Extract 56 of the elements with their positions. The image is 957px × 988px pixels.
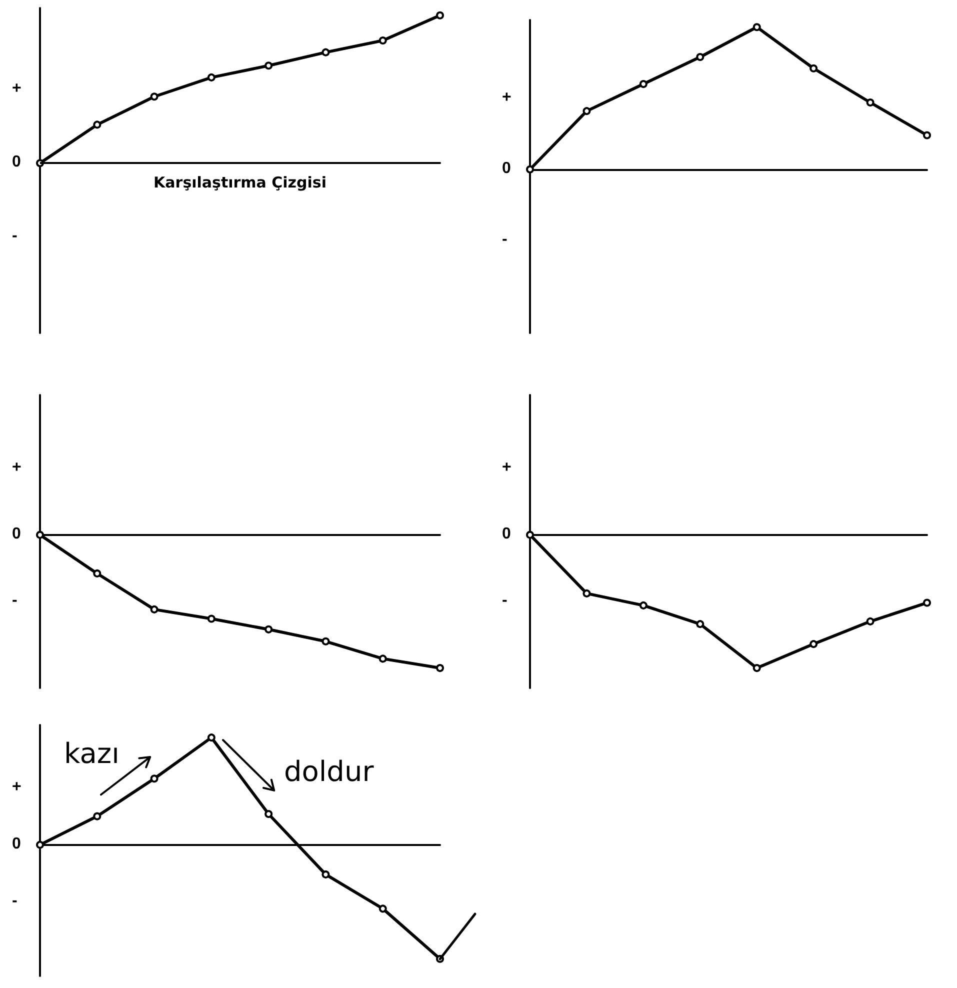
point <box>36 530 44 539</box>
point <box>752 664 761 672</box>
text: 0 <box>12 525 21 542</box>
point <box>582 107 591 116</box>
point <box>639 601 648 610</box>
point <box>923 131 931 140</box>
point <box>436 11 444 20</box>
point <box>207 73 216 82</box>
text: - <box>12 227 18 244</box>
point <box>378 36 387 44</box>
point <box>810 64 818 72</box>
annotation: doldur <box>284 755 374 788</box>
point <box>264 625 273 634</box>
point <box>526 165 534 174</box>
point <box>93 120 102 129</box>
point <box>322 637 330 646</box>
point <box>150 92 158 101</box>
point <box>264 62 273 70</box>
ref-line-label: Karşılaştırma Çizgisi <box>154 174 326 192</box>
text: - <box>502 592 508 609</box>
point <box>923 598 931 607</box>
text: + <box>502 88 512 106</box>
point <box>866 98 874 107</box>
point <box>378 654 387 663</box>
point <box>639 80 648 88</box>
point <box>207 734 216 742</box>
point <box>150 774 158 783</box>
point <box>264 810 273 818</box>
point <box>322 48 330 56</box>
text: 0 <box>502 525 511 542</box>
point <box>207 614 216 623</box>
point <box>752 23 761 32</box>
text: + <box>12 458 22 476</box>
point <box>582 589 591 598</box>
text: - <box>502 231 508 248</box>
point <box>36 840 44 849</box>
point <box>526 530 534 539</box>
point <box>436 664 444 672</box>
point <box>93 569 102 578</box>
point <box>810 640 818 648</box>
point <box>378 904 387 913</box>
text: - <box>12 592 18 609</box>
point <box>866 617 874 626</box>
text: + <box>12 80 22 97</box>
text: 0 <box>502 160 511 177</box>
point <box>322 870 330 878</box>
annotation: kazı <box>64 737 120 770</box>
text: 0 <box>12 835 21 852</box>
text: + <box>12 778 22 796</box>
point <box>696 52 704 61</box>
point <box>696 620 704 628</box>
text: + <box>502 458 512 476</box>
text: - <box>12 892 18 910</box>
point <box>93 812 102 820</box>
point <box>150 605 158 614</box>
text: 0 <box>12 154 21 171</box>
